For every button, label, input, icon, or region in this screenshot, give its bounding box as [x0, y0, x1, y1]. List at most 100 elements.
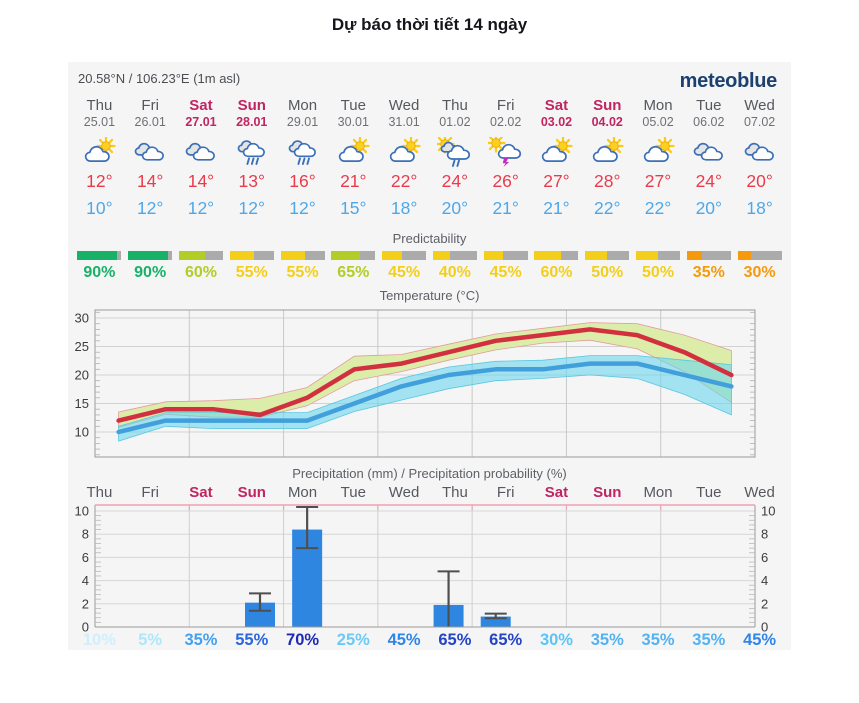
day-columns-row: Thu 25.01 12° 10° Fri 26.01 14° 12° Sat 27.01 14° 1…	[68, 97, 791, 219]
predictability-bar	[432, 251, 477, 260]
precipitation-chart: 0 0 2 2 4 4 6 6 8 8 10 10	[75, 504, 776, 635]
predictability-cell: 90%	[125, 249, 176, 282]
day-name: Fri	[141, 97, 159, 114]
day-name: Tue	[340, 97, 366, 114]
temp-low: 12°	[238, 198, 265, 218]
predictability-bar	[331, 251, 376, 260]
precip-day-name: Sat	[189, 484, 213, 501]
precip-day-name: Wed	[744, 484, 775, 501]
weather-icon-cloudy	[125, 137, 176, 167]
temp-low: 20°	[695, 198, 723, 218]
temp-high: 27°	[543, 171, 570, 191]
temp-high: 24°	[695, 171, 723, 191]
weather-icon-partly-cloudy	[582, 137, 633, 167]
day-column: Wed 31.01 22° 18°	[379, 97, 430, 219]
day-column: Mon 05.02 27° 22°	[633, 97, 684, 219]
temp-low: 22°	[644, 198, 672, 218]
day-name: Sun	[593, 97, 622, 114]
predictability-cell: 30%	[734, 249, 785, 282]
day-date: 05.02	[642, 115, 674, 129]
svg-text:2: 2	[761, 596, 768, 611]
day-date: 30.01	[337, 115, 369, 129]
predictability-value: 50%	[642, 264, 675, 281]
svg-text:10: 10	[75, 504, 89, 519]
precip-probability-value: 45%	[743, 631, 777, 649]
svg-text:10: 10	[761, 504, 775, 519]
predictability-cell: 45%	[480, 249, 531, 282]
meteoblue-logo[interactable]: meteoblue	[679, 70, 778, 92]
precip-probability-value: 35%	[184, 631, 218, 649]
precip-probability-value: 30%	[539, 631, 573, 649]
predictability-cell: 35%	[683, 249, 734, 282]
svg-text:20: 20	[75, 368, 89, 383]
predictability-bar	[636, 251, 681, 260]
page-title: Dự báo thời tiết 14 ngày	[331, 15, 528, 34]
precip-day-name: Sat	[544, 484, 569, 501]
weather-icon-cloudy	[683, 137, 734, 167]
temp-low: 12°	[187, 198, 215, 218]
predictability-label: Predictability	[392, 231, 467, 246]
svg-text:15: 15	[75, 396, 89, 411]
temp-high: 14°	[136, 171, 164, 191]
precip-day-name: Sun	[593, 484, 622, 501]
temp-low: 21°	[543, 198, 570, 218]
weather-icon-cloudy	[176, 137, 227, 167]
predictability-value: 90%	[134, 264, 167, 281]
precip-day-name: Tue	[696, 484, 722, 501]
predictability-cell: 50%	[633, 249, 684, 282]
weather-icon-partly-cloudy	[379, 137, 430, 167]
precip-probability-value: 65%	[489, 631, 523, 649]
predictability-cell: 60%	[531, 249, 582, 282]
temp-low: 12°	[289, 198, 316, 218]
day-name: Thu	[86, 97, 113, 114]
temp-low: 10°	[86, 198, 113, 218]
day-date: 06.02	[693, 115, 725, 129]
day-column: Wed 07.02 20° 18°	[734, 97, 785, 219]
predictability-value: 45%	[489, 264, 522, 281]
precip-probability-value: 35%	[641, 631, 675, 649]
predictability-value: 35%	[692, 264, 725, 281]
predictability-cell: 90%	[74, 249, 125, 282]
precip-probability-value: 5%	[138, 631, 163, 649]
temperature-chart: 10 15 20 25 30	[75, 309, 756, 458]
predictability-bar	[585, 251, 630, 260]
predictability-bar	[483, 251, 528, 260]
predictability-value: 40%	[438, 264, 471, 281]
precip-probability-value: 65%	[438, 631, 472, 649]
day-name: Mon	[287, 97, 318, 114]
svg-text:8: 8	[761, 527, 768, 542]
precip-day-name: Mon	[643, 484, 673, 501]
precip-probability-value: 10%	[82, 631, 116, 649]
predictability-cell: 40%	[429, 249, 480, 282]
day-name: Sat	[189, 97, 213, 114]
svg-text:10: 10	[75, 425, 89, 440]
svg-text:30: 30	[75, 311, 89, 326]
predictability-value: 60%	[184, 264, 217, 281]
day-date: 03.02	[540, 115, 573, 129]
precipitation-probability-row: 10% 5% 35% 55% 70% 25% 45% 65% 65% 30% 35% 35% 35% 45…	[68, 631, 791, 650]
day-date: 31.01	[388, 115, 420, 129]
predictability-row: 90% 90% 60% 55% 55% 65% 45% 40% 45% 60% 50% 50% 35% 3…	[68, 249, 791, 282]
predictability-value: 30%	[743, 264, 776, 281]
day-name: Wed	[744, 97, 775, 114]
precip-day-name: Thu	[441, 484, 468, 501]
precip-day-name: Mon	[287, 484, 318, 501]
precip-probability-value: 70%	[286, 631, 320, 649]
day-date: 26.01	[134, 115, 166, 129]
predictability-bar	[77, 251, 122, 260]
svg-text:0: 0	[761, 620, 768, 635]
svg-text:4: 4	[761, 573, 768, 588]
precip-day-name: Tue	[340, 484, 366, 501]
precip-day-name: Wed	[388, 484, 420, 501]
temp-low: 15°	[340, 198, 367, 218]
weather-icon-partly-cloudy	[531, 137, 582, 167]
precip-probability-value: 35%	[692, 631, 726, 649]
temp-low: 20°	[441, 198, 469, 218]
precip-day-name: Fri	[496, 484, 515, 501]
predictability-value: 55%	[235, 264, 268, 281]
day-date: 02.02	[490, 115, 522, 129]
temp-high: 13°	[238, 171, 265, 191]
predictability-bar	[534, 251, 579, 260]
svg-text:4: 4	[82, 573, 89, 588]
day-name: Thu	[441, 97, 468, 114]
